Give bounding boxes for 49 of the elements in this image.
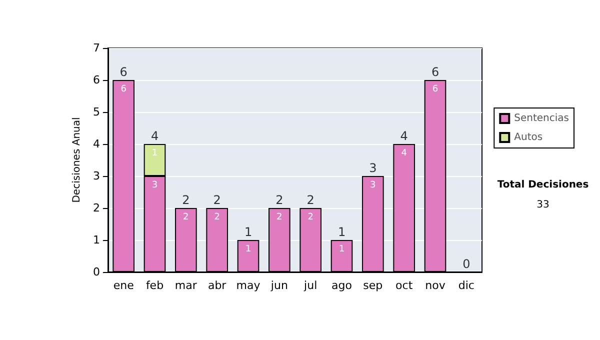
total-label: 1 xyxy=(244,225,252,239)
x-tick-label: ago xyxy=(332,279,352,292)
data-label: 1 xyxy=(245,244,252,254)
total-label: 4 xyxy=(400,129,408,143)
x-tick-label: mar xyxy=(174,279,198,292)
data-label: 3 xyxy=(370,180,376,190)
total-label: 6 xyxy=(431,65,440,79)
y-tick-label: 1 xyxy=(93,234,100,246)
total-label: 2 xyxy=(276,193,284,207)
y-tick-label: 4 xyxy=(93,138,100,150)
y-tick-label: 7 xyxy=(93,42,100,54)
legend-label: Autos xyxy=(514,132,543,143)
x-tick-label: sep xyxy=(363,279,383,292)
text: 33 xyxy=(536,200,550,210)
total-label: 0 xyxy=(462,257,470,271)
x-tick-label: ene xyxy=(113,279,134,292)
y-tick-label: 6 xyxy=(93,74,100,86)
x-tick-label: dic xyxy=(458,279,474,292)
data-label: 2 xyxy=(183,212,189,222)
legend-label: Sentencias xyxy=(514,113,570,124)
total-label: 3 xyxy=(369,161,377,175)
y-tick-label: 3 xyxy=(93,170,100,182)
y-axis-title: Decisiones Anual xyxy=(72,117,83,203)
text: Total Decisiones xyxy=(497,180,589,190)
x-tick-label: nov xyxy=(425,279,446,292)
x-tick-label: feb xyxy=(146,279,164,292)
data-label: 1 xyxy=(152,148,158,158)
data-label: 2 xyxy=(308,212,314,222)
x-tick-label: jun xyxy=(270,279,288,292)
data-label: 3 xyxy=(152,180,158,190)
data-label: 6 xyxy=(432,84,438,94)
total-label: 2 xyxy=(182,193,190,207)
data-label: 6 xyxy=(120,84,127,94)
y-tick-label: 0 xyxy=(93,266,100,278)
x-tick-label: may xyxy=(236,279,261,292)
x-tick-label: oct xyxy=(396,279,414,292)
total-label: 6 xyxy=(120,65,128,79)
total-label: 2 xyxy=(306,193,314,207)
data-label: 2 xyxy=(276,212,282,222)
data-label: 4 xyxy=(401,148,408,158)
y-tick-label: 5 xyxy=(93,106,100,118)
x-tick-label: abr xyxy=(208,279,227,292)
data-label: 2 xyxy=(214,212,220,222)
total-label: 1 xyxy=(338,225,346,239)
data-label: 1 xyxy=(338,244,345,254)
x-tick-label: jul xyxy=(303,279,318,292)
y-tick-label: 2 xyxy=(93,202,100,214)
total-label: 2 xyxy=(213,193,221,207)
total-label: 4 xyxy=(150,129,159,143)
